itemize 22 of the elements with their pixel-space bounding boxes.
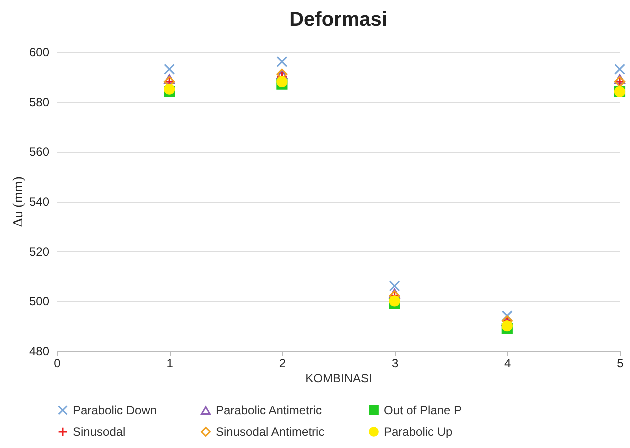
y-tick-label: 480 — [29, 344, 50, 358]
legend-label: Out of Plane P — [384, 403, 462, 418]
x-axis-title: KOMBINASI — [306, 372, 372, 386]
x-tick-label: 3 — [392, 356, 399, 370]
legend-label: Sinusodal Antimetric — [216, 425, 325, 439]
y-tick-label: 500 — [29, 294, 50, 309]
y-tick-label: 600 — [29, 46, 50, 60]
y-tick-label: 580 — [29, 95, 50, 110]
legend-label: Parabolic Up — [384, 425, 454, 439]
x-tick-label: 2 — [279, 356, 286, 370]
x-tick-label: 5 — [617, 356, 624, 370]
x-tick-label: 1 — [166, 356, 174, 370]
y-tick-label: 540 — [29, 195, 50, 209]
y-tick-label: 560 — [29, 145, 50, 160]
legend-label: Parabolic Down — [73, 403, 158, 418]
y-axis-title: Δu (mm) — [11, 176, 26, 228]
legend-label: Parabolic Antimetric — [216, 404, 322, 418]
legend-label: Sinusodal — [73, 425, 126, 439]
x-tick-label: 4 — [504, 356, 512, 370]
x-tick-label: 0 — [54, 356, 62, 370]
chart-title: Deformasi — [290, 9, 388, 31]
y-tick-label: 520 — [29, 244, 50, 259]
